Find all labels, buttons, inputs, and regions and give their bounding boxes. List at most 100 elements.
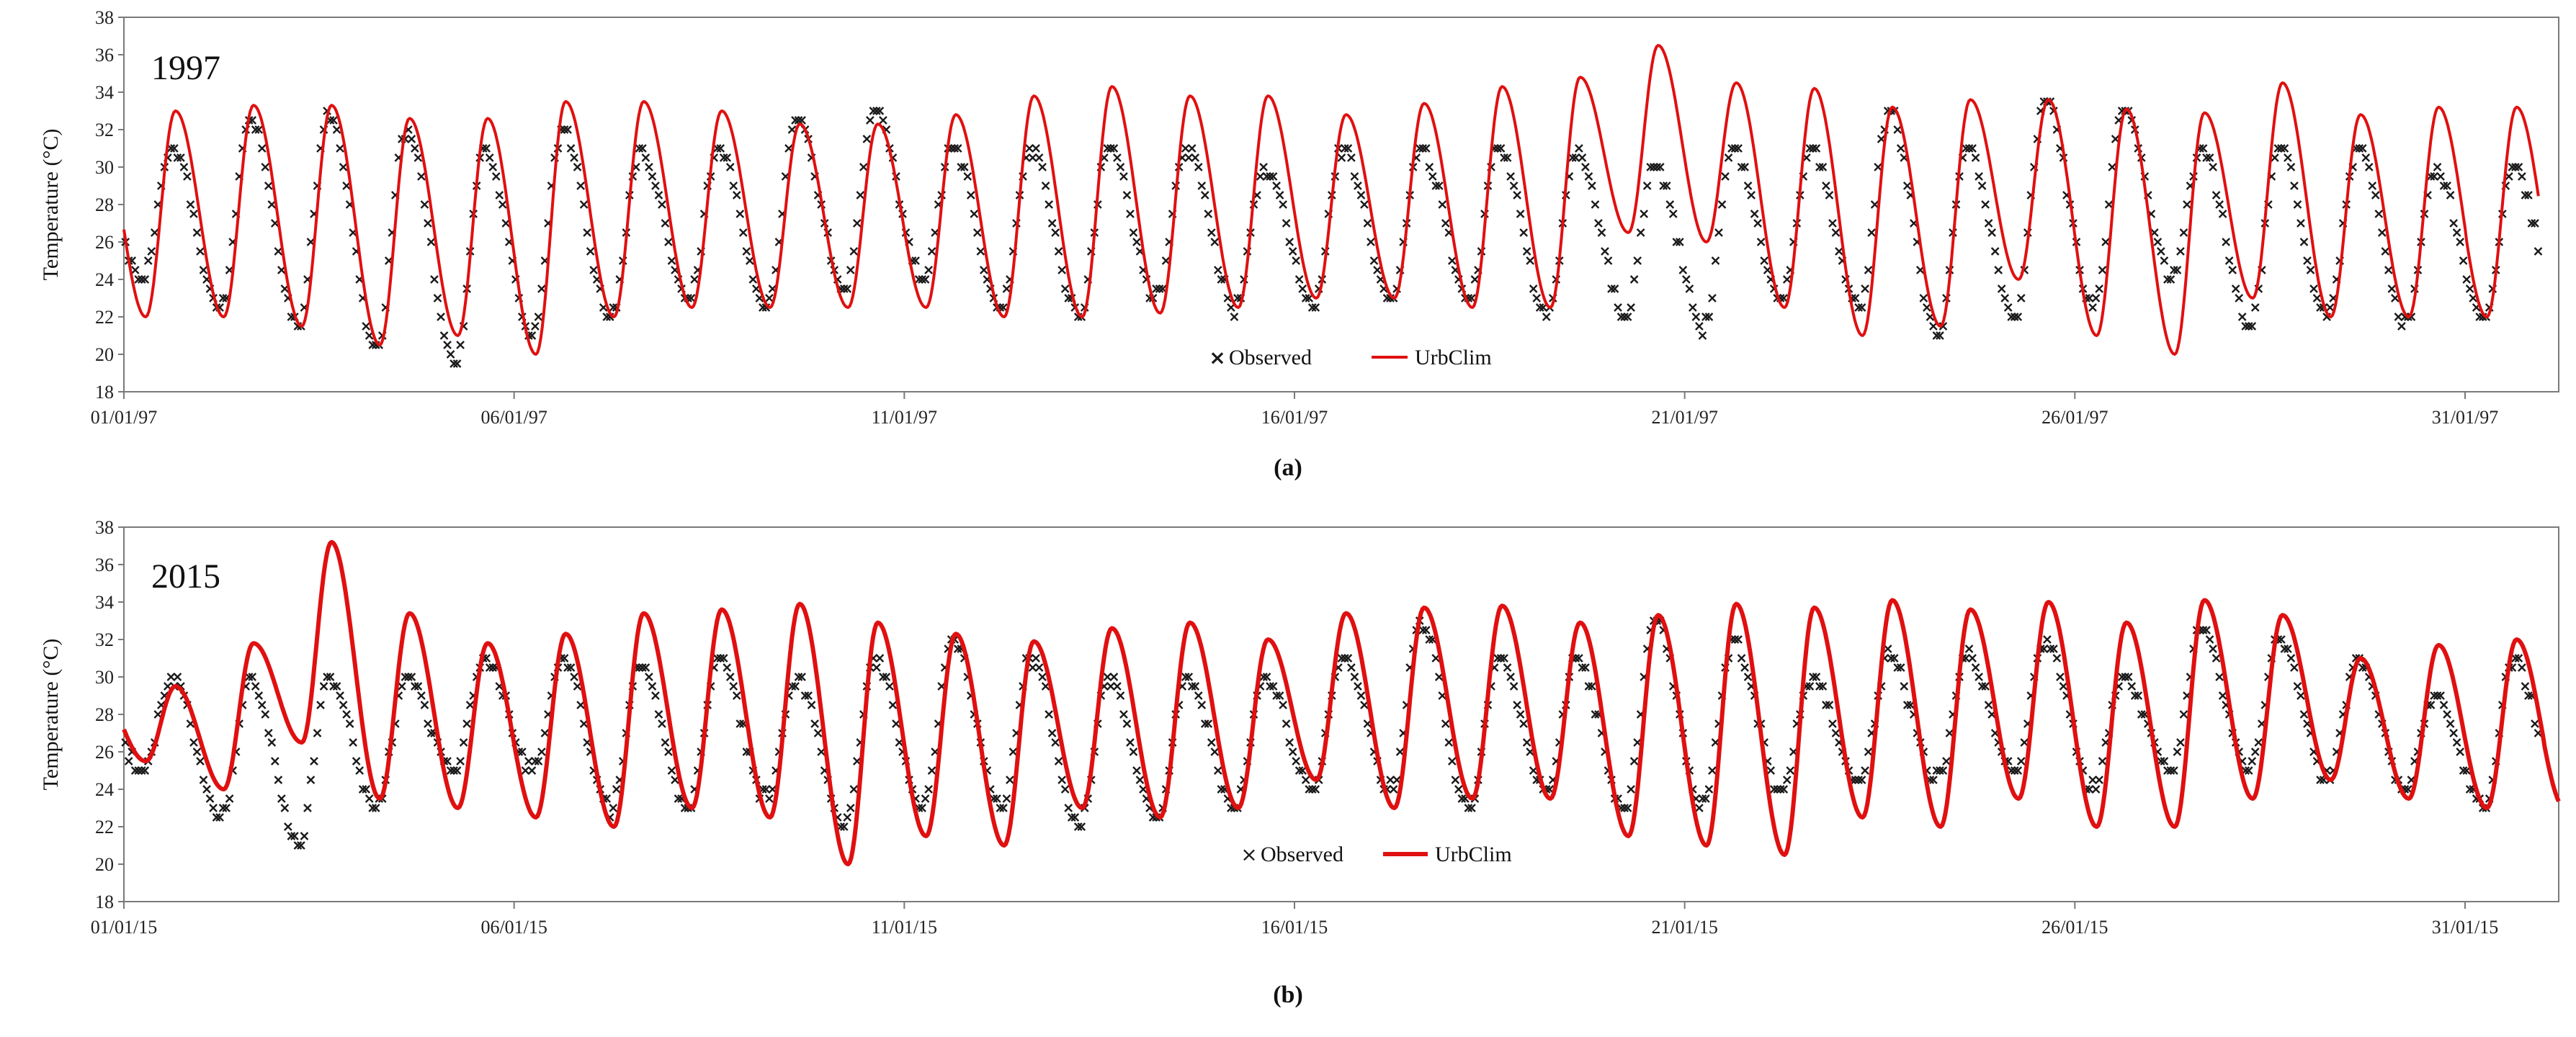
observed-point [1889, 654, 1899, 663]
observed-point [1708, 294, 1717, 302]
observed-point [1938, 322, 1948, 331]
observed-point [1659, 181, 1668, 190]
observed-point [2013, 313, 2023, 321]
observed-point [2286, 163, 2296, 171]
legend-urbclim-label: UrbClim [1435, 843, 1512, 866]
observed-point [2127, 682, 2137, 691]
observed-point [261, 163, 270, 171]
observed-point [2524, 191, 2533, 199]
observed-point [1825, 701, 1834, 709]
observed-point [2459, 256, 2468, 265]
observed-point [911, 256, 920, 265]
observed-point [2443, 181, 2451, 190]
observed-point [573, 682, 582, 691]
observed-point [267, 738, 277, 747]
observed-point [2518, 172, 2526, 181]
observed-point [2160, 256, 2169, 265]
observed-point [452, 766, 462, 775]
observed-point [1893, 125, 1902, 134]
observed-point [1649, 163, 1658, 171]
observed-point [1604, 256, 1613, 265]
observed-point [2303, 256, 2312, 265]
legend-observed-marker: × [1209, 346, 1225, 369]
observed-point [1230, 313, 1239, 321]
observed-point [1900, 682, 1909, 691]
observed-point [927, 247, 936, 256]
observed-point [661, 219, 670, 228]
observed-point [1994, 266, 2003, 274]
observed-point [1883, 645, 1892, 653]
observed-point [2205, 635, 2214, 644]
observed-point [140, 275, 150, 284]
observed-point [1441, 219, 1450, 228]
observed-point [960, 163, 969, 171]
observed-point [1522, 738, 1531, 747]
observed-point [199, 266, 208, 274]
observed-point [2000, 294, 2010, 302]
observed-point [426, 729, 436, 737]
observed-point [2439, 181, 2448, 190]
observed-point [524, 757, 533, 766]
observed-point [1822, 181, 1830, 190]
observed-point [1857, 303, 1866, 312]
observed-point [1854, 776, 1863, 784]
observed-point [742, 247, 751, 256]
y-tick-label: 34 [95, 592, 114, 613]
observed-point [130, 766, 140, 775]
observed-point [2446, 719, 2455, 728]
observed-point [690, 275, 699, 284]
y-tick-label: 22 [95, 817, 114, 838]
observed-point [1285, 738, 1294, 747]
observed-point [1893, 663, 1902, 672]
observed-point [1773, 785, 1782, 794]
observed-point [1285, 238, 1294, 246]
observed-point [579, 200, 589, 209]
observed-point [2430, 691, 2438, 700]
observed-point [2449, 219, 2458, 228]
observed-point [2098, 757, 2107, 766]
observed-point [1509, 682, 1519, 691]
observed-point [1568, 153, 1577, 162]
observed-point [1923, 303, 1931, 312]
observed-point [1516, 210, 1525, 218]
observed-point [534, 757, 543, 766]
observed-point [1217, 275, 1226, 284]
observed-point [1607, 284, 1616, 293]
observed-point [667, 256, 676, 265]
observed-point [1968, 654, 1977, 663]
observed-point [1200, 719, 1209, 728]
observed-point [2211, 654, 2221, 663]
observed-point [953, 144, 962, 153]
observed-point [1103, 144, 1112, 153]
observed-point [456, 757, 465, 766]
observed-point [199, 776, 208, 784]
observed-point [1987, 228, 1996, 237]
observed-point [918, 275, 926, 284]
observed-point [2160, 757, 2169, 766]
observed-point [1197, 181, 1207, 190]
x-tick-label: 06/01/97 [480, 407, 547, 428]
observed-point [1051, 738, 1060, 747]
observed-point [2394, 313, 2403, 321]
observed-point [1701, 794, 1710, 803]
observed-point [583, 228, 591, 237]
observed-point [1113, 153, 1122, 162]
observed-point [2355, 144, 2364, 153]
observed-point [1470, 275, 1480, 284]
observed-point [339, 701, 348, 709]
observed-point [1854, 303, 1863, 312]
chart-panel-2015: 18 20 22 24 26 28 30 32 34 36 38 01/01/15 06/01/15 1… [39, 517, 2561, 1008]
observed-point [310, 757, 318, 766]
observed-point [1812, 144, 1821, 153]
observed-point [1106, 682, 1115, 691]
observed-point [2085, 294, 2094, 302]
observed-point [1831, 228, 1841, 237]
observed-point [1990, 247, 2000, 256]
observed-point [1818, 163, 1828, 171]
observed-point [748, 275, 758, 284]
observed-point [1354, 682, 1362, 691]
observed-point [1116, 163, 1125, 171]
observed-point [1057, 776, 1067, 784]
x-axis: 01/01/97 06/01/97 11/01/97 16/01/97 21/01/97… [91, 392, 2498, 428]
y-tick-label: 26 [95, 232, 114, 253]
